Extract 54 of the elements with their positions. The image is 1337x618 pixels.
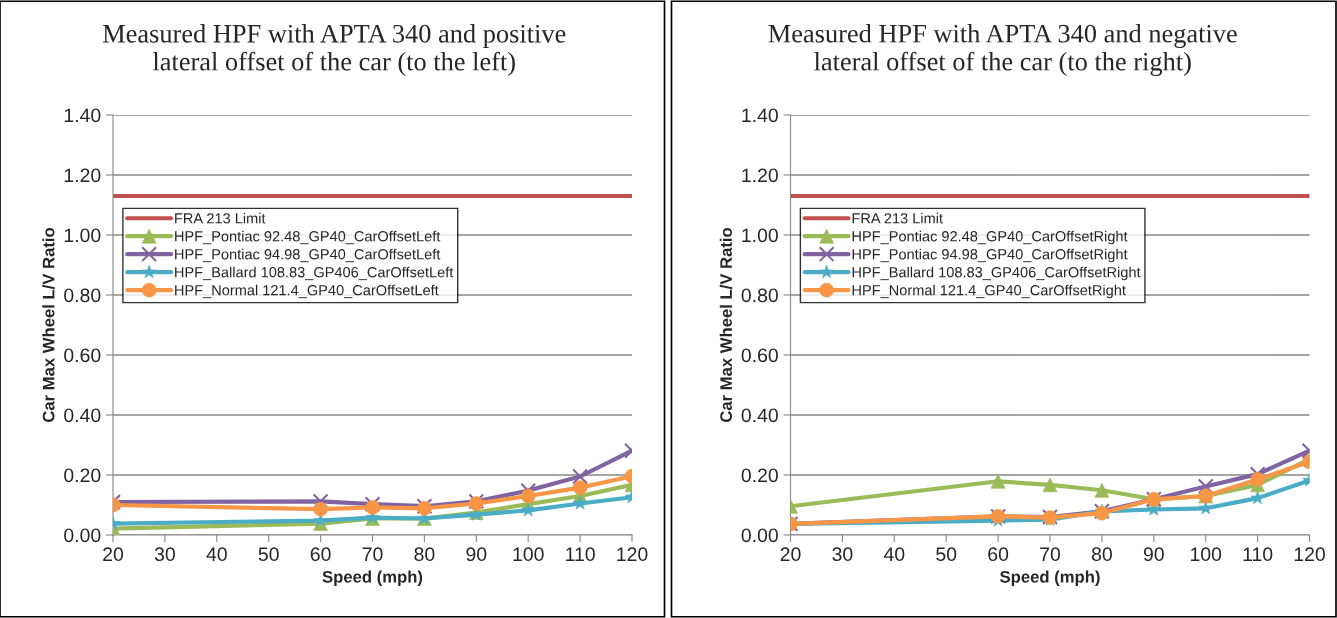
x-tick-label: 90 [466,547,487,562]
x-tick-label: 100 [513,547,544,562]
y-tick-label: 1.20 [742,168,778,183]
x-tick-label: 40 [883,547,905,562]
x-tick-label: 20 [103,547,124,562]
y-tick-label: 1.00 [742,228,778,243]
y-tick-label: 0.40 [64,408,101,423]
x-tick-label: 90 [1143,547,1164,562]
y-tick-label: 0.80 [64,288,101,303]
y-tick-label: 0.00 [64,528,101,543]
y-tick-label: 1.40 [64,108,101,123]
x-tick-label: 60 [988,547,1009,562]
legend-label: HPF_Pontiac 94.98_GP40_CarOffsetLeft [175,248,441,263]
y-tick-label: 1.00 [64,228,101,243]
y-tick-label: 0.60 [64,348,101,363]
y-axis-title: Car Max Wheel L/V Ratio [719,227,733,423]
y-tick-label: 1.20 [64,168,101,183]
legend-label: FRA 213 Limit [175,212,266,224]
y-tick-label: 0.20 [64,468,101,483]
x-tick-label: 110 [566,547,595,562]
x-tick-label: 120 [1294,547,1325,562]
y-tick-label: 0.20 [741,468,778,483]
y-tick-label: 0.80 [741,288,778,303]
x-tick-label: 50 [936,547,957,562]
legend-label: HPF_Normal 121.4_GP40_CarOffsetRight [852,284,1126,299]
chart-title: Measured HPF with APTA 340 and positive lateral offset of the car (to the left) [102,24,566,76]
x-tick-label: 60 [310,547,331,562]
x-tick-label: 70 [1040,547,1061,562]
x-tick-label: 120 [617,547,648,562]
legend-label: HPF_Pontiac 94.98_GP40_CarOffsetRight [852,248,1128,263]
x-tick-label: 30 [832,547,853,562]
y-tick-label: 0.40 [741,408,778,423]
legend-label: HPF_Pontiac 92.48_GP40_CarOffsetLeft [175,230,441,245]
x-axis-title: Speed (mph) [1000,570,1100,587]
legend-label: HPF_Normal 121.4_GP40_CarOffsetLeft [175,284,439,299]
x-tick-label: 50 [258,547,279,562]
y-tick-label: 0.00 [741,528,778,543]
x-tick-label: 80 [1091,547,1112,562]
legend-label: FRA 213 Limit [852,212,943,224]
y-tick-label: 1.40 [742,108,778,123]
y-axis-title: Car Max Wheel L/V Ratio [42,227,55,423]
legend-label: HPF_Ballard 108.83_GP406_CarOffsetLeft [175,266,454,281]
legend-label: HPF_Pontiac 92.48_GP40_CarOffsetRight [852,230,1128,245]
x-tick-label: 110 [1243,547,1273,562]
x-tick-label: 100 [1190,547,1222,562]
x-tick-label: 70 [362,547,383,562]
x-axis-title: Speed (mph) [322,570,423,587]
chart-title: Measured HPF with APTA 340 and negative lateral offset of the car (to the right) [768,24,1237,76]
x-tick-label: 20 [780,547,801,562]
y-tick-label: 0.60 [741,348,778,363]
legend-label: HPF_Ballard 108.83_GP406_CarOffsetRight [852,266,1141,281]
x-tick-label: 40 [206,547,227,562]
x-tick-label: 30 [154,547,175,562]
x-tick-label: 80 [414,547,435,562]
